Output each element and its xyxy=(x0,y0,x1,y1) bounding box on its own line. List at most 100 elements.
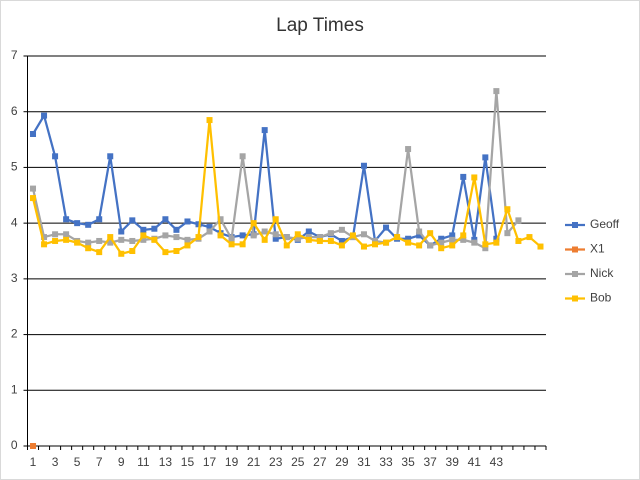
data-point xyxy=(52,153,59,160)
data-point xyxy=(515,217,522,224)
data-point xyxy=(250,220,257,227)
data-point xyxy=(460,173,467,180)
data-point xyxy=(162,232,169,239)
x-tick-label: 23 xyxy=(269,455,283,469)
data-point xyxy=(493,88,500,95)
data-point xyxy=(449,232,456,239)
data-point xyxy=(427,230,434,237)
data-point xyxy=(107,239,114,246)
data-point xyxy=(162,216,169,223)
data-point xyxy=(129,217,136,224)
data-point xyxy=(515,237,522,244)
data-point xyxy=(383,224,390,231)
data-point xyxy=(239,232,246,239)
data-point xyxy=(272,231,279,238)
data-point xyxy=(140,226,147,233)
x-tick-label: 39 xyxy=(446,455,460,469)
legend-marker xyxy=(572,271,578,277)
data-point xyxy=(228,235,235,242)
data-point xyxy=(30,131,37,137)
data-point xyxy=(482,154,489,161)
data-point xyxy=(316,237,323,244)
data-point xyxy=(195,234,202,241)
data-point xyxy=(460,236,467,243)
legend-label: Nick xyxy=(590,266,614,280)
data-point xyxy=(338,237,345,244)
data-point xyxy=(305,236,312,243)
data-point xyxy=(283,242,290,249)
data-point xyxy=(206,224,213,231)
data-point xyxy=(30,443,37,449)
data-point xyxy=(151,225,158,232)
data-point xyxy=(405,235,412,242)
data-point xyxy=(85,239,92,246)
x-tick-label: 21 xyxy=(247,455,261,469)
data-point xyxy=(504,206,511,213)
data-point xyxy=(173,234,180,241)
x-tick-label: 19 xyxy=(225,455,239,469)
data-point xyxy=(493,235,500,242)
data-point xyxy=(438,245,445,252)
data-point xyxy=(239,241,246,248)
data-point xyxy=(526,234,533,241)
data-point xyxy=(360,243,367,250)
data-point xyxy=(460,232,467,239)
data-point xyxy=(118,236,125,243)
data-point xyxy=(316,234,323,241)
data-point xyxy=(449,242,456,249)
x-tick-label: 13 xyxy=(159,455,173,469)
data-point xyxy=(41,112,48,119)
data-point xyxy=(63,231,70,238)
data-point xyxy=(96,249,103,256)
data-point xyxy=(118,228,125,235)
x-tick-label: 17 xyxy=(203,455,217,469)
data-point xyxy=(96,237,103,244)
data-point xyxy=(118,250,125,257)
data-point xyxy=(228,241,235,248)
data-point xyxy=(372,241,379,248)
data-point xyxy=(63,216,70,223)
data-point xyxy=(173,226,180,233)
x-tick-label: 9 xyxy=(118,455,125,469)
data-point xyxy=(272,216,279,223)
data-point xyxy=(493,239,500,246)
data-point xyxy=(438,239,445,246)
y-tick-label: 7 xyxy=(11,48,18,62)
data-point xyxy=(349,232,356,239)
data-point xyxy=(283,234,290,241)
data-point xyxy=(206,117,213,124)
data-point xyxy=(30,195,37,202)
data-point xyxy=(372,237,379,244)
x-tick-label: 1 xyxy=(30,455,37,469)
data-point xyxy=(74,220,81,227)
data-point xyxy=(52,237,59,244)
legend-marker xyxy=(572,295,578,302)
data-point xyxy=(504,230,511,237)
data-point xyxy=(173,248,180,254)
data-point xyxy=(184,236,191,243)
data-point xyxy=(471,239,478,246)
x-tick-label: 35 xyxy=(401,455,415,469)
legend-label: X1 xyxy=(590,242,605,256)
x-tick-label: 31 xyxy=(357,455,371,469)
data-point xyxy=(63,236,70,243)
data-point xyxy=(272,235,279,242)
chart-title: Lap Times xyxy=(276,15,364,36)
x-tick-label: 11 xyxy=(137,455,150,469)
data-point xyxy=(30,185,37,192)
data-point xyxy=(85,245,92,252)
data-point xyxy=(360,162,367,169)
y-tick-label: 4 xyxy=(11,215,18,229)
data-point xyxy=(261,127,268,134)
data-point xyxy=(327,237,334,244)
legend-label: Geoff xyxy=(590,217,620,231)
data-point xyxy=(327,230,334,237)
data-point xyxy=(129,237,136,244)
data-point xyxy=(338,226,345,233)
data-point xyxy=(294,235,301,242)
data-point xyxy=(217,216,224,223)
data-point xyxy=(151,236,158,243)
legend-label: Bob xyxy=(590,291,612,305)
y-tick-label: 2 xyxy=(11,327,18,341)
